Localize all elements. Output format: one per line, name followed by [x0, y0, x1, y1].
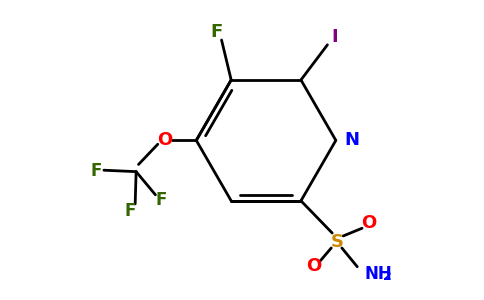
Text: I: I [332, 28, 338, 46]
Text: F: F [155, 190, 167, 208]
Text: N: N [345, 131, 360, 149]
Text: O: O [306, 257, 321, 275]
Text: F: F [91, 162, 102, 180]
Text: NH: NH [364, 265, 392, 283]
Text: S: S [331, 233, 344, 251]
Text: O: O [361, 214, 376, 232]
Text: O: O [157, 131, 173, 149]
Text: 2: 2 [383, 270, 392, 283]
Text: F: F [211, 23, 223, 41]
Text: F: F [125, 202, 136, 220]
